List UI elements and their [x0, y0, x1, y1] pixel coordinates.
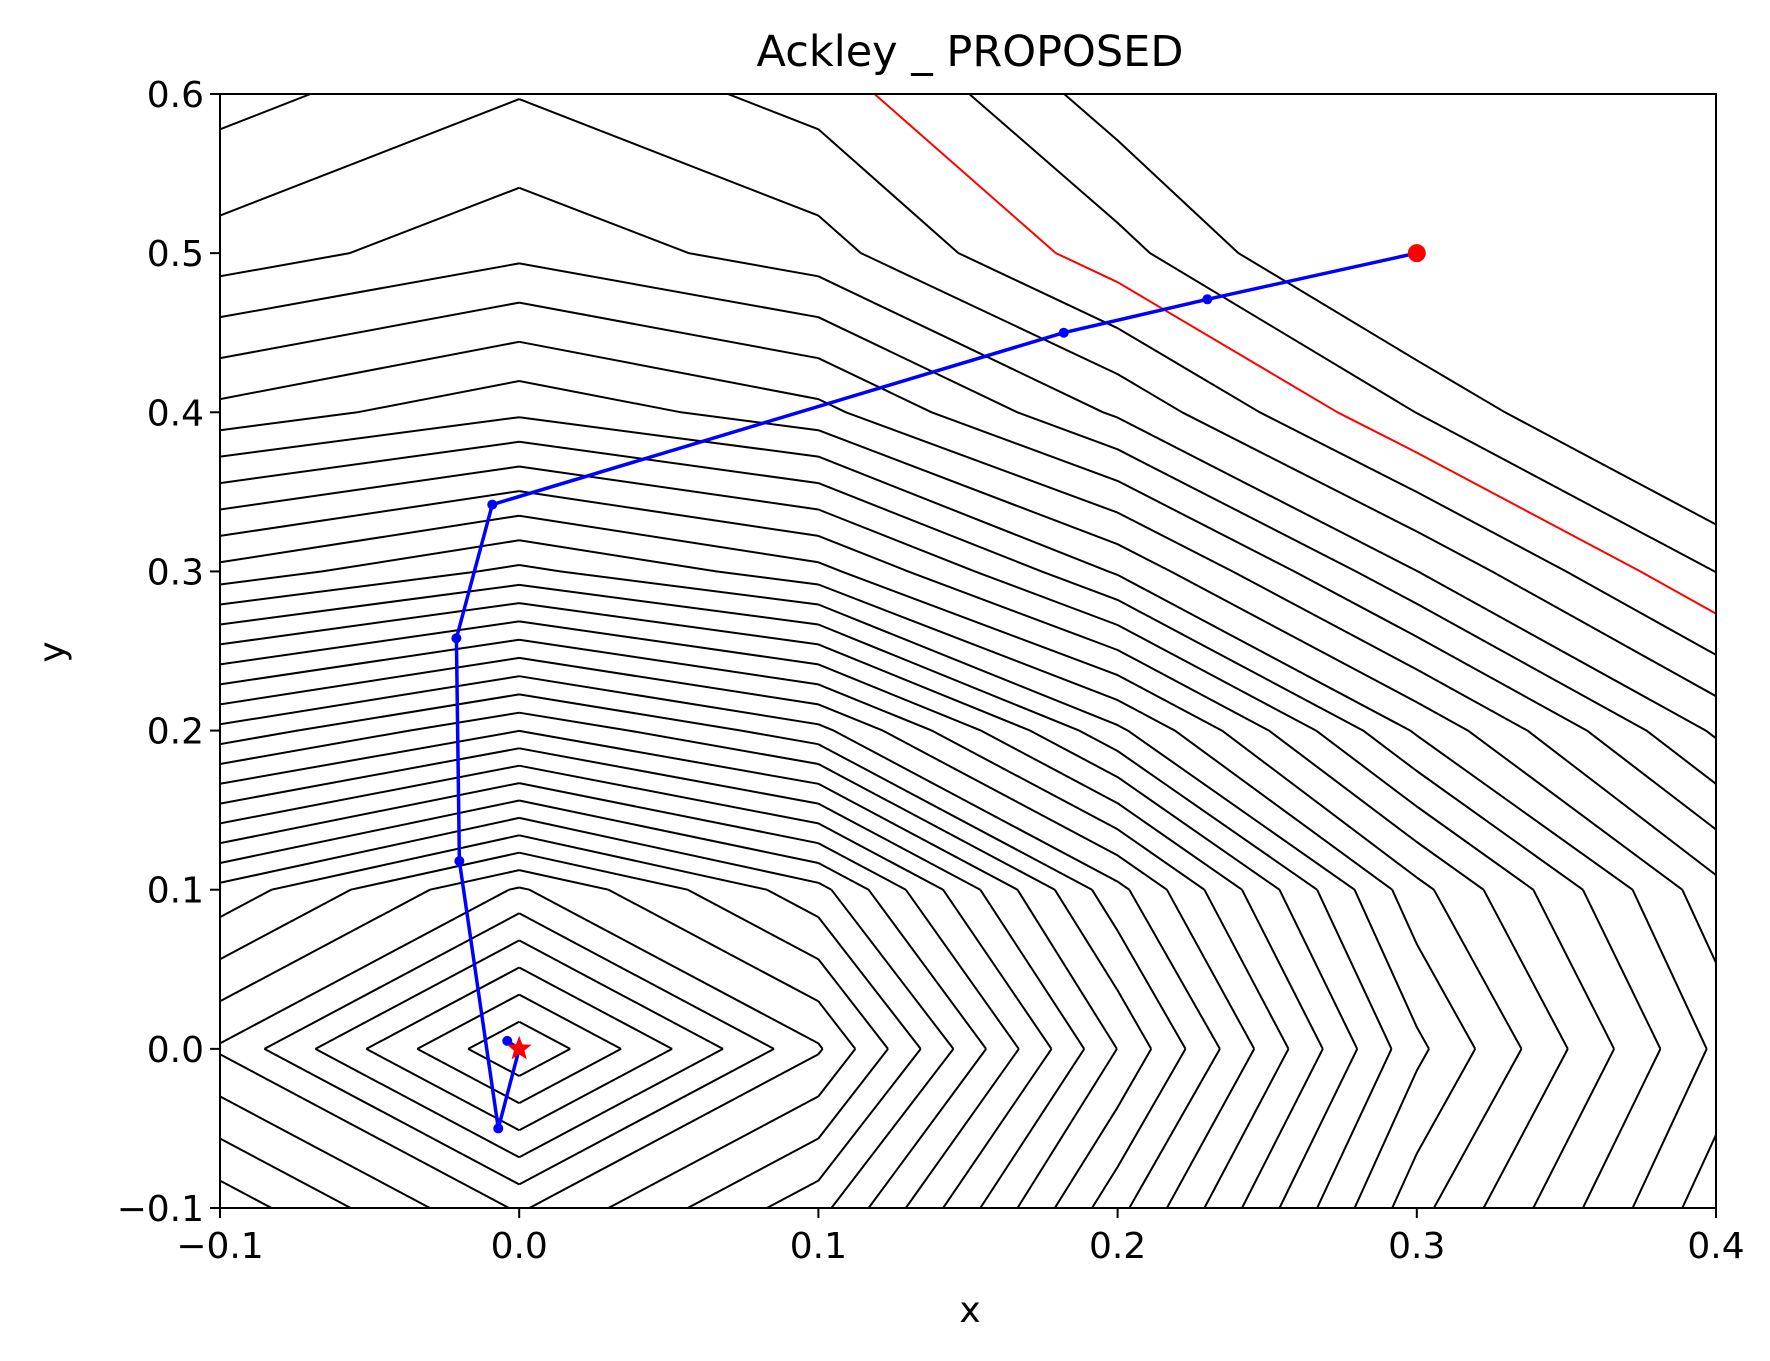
- contour-line: [263, 912, 775, 1186]
- y-tick-label: 0.3: [147, 552, 204, 593]
- optimum-star: [506, 1035, 532, 1060]
- contour-line: [220, 301, 1716, 831]
- contour-line: [220, 799, 987, 1208]
- contour-line: [416, 993, 622, 1104]
- contour-line: [220, 465, 1615, 1208]
- y-axis: −0.1 0.0 0.1 0.2 0.3 0.4 0.5 0.6: [117, 75, 220, 1230]
- y-tick-label: 0.1: [147, 871, 204, 912]
- contour-line: [220, 729, 1118, 1208]
- contour-line: [968, 94, 1716, 574]
- path-point: [451, 633, 462, 644]
- y-tick-label: 0.0: [147, 1030, 204, 1071]
- contour-line: [220, 440, 1662, 1208]
- x-tick-label: 0.2: [1089, 1226, 1146, 1267]
- y-tick-label: −0.1: [117, 1189, 204, 1230]
- contour-line: [220, 869, 857, 1208]
- path-line: [454, 251, 1418, 1131]
- path-point: [487, 499, 498, 510]
- optimizer-path: [451, 244, 1426, 1134]
- contour-line: [220, 851, 889, 1208]
- contour-line: [220, 583, 1393, 1208]
- contour-line: [220, 490, 1569, 1208]
- y-tick-label: 0.4: [147, 393, 204, 434]
- y-tick-label: 0.5: [147, 234, 204, 275]
- contour-line: [220, 620, 1324, 1208]
- plot-frame: [219, 93, 1717, 1209]
- contour-line: [1063, 94, 1716, 526]
- contour-line: [220, 564, 1430, 1208]
- contour-line: [220, 711, 1153, 1208]
- contour-line: [314, 939, 724, 1159]
- contour-line: [220, 514, 1523, 1208]
- contour-line: [220, 656, 1256, 1208]
- highlight-contour: [873, 94, 1716, 615]
- x-tick-label: −0.1: [176, 1226, 263, 1267]
- contour-line: [220, 186, 1716, 740]
- chart-title: Ackley _ PROPOSED: [757, 27, 1184, 77]
- x-tick-label: 0.0: [491, 1226, 548, 1267]
- contour-line: [220, 693, 1187, 1208]
- contour-line: [365, 966, 673, 1132]
- contour-line: [220, 539, 1477, 1208]
- start-point: [1407, 244, 1426, 263]
- x-tick-label: 0.4: [1687, 1226, 1744, 1267]
- contour-lines: [220, 94, 1716, 1208]
- x-tick-label: 0.1: [790, 1226, 847, 1267]
- path-point: [493, 1123, 504, 1134]
- x-axis-label: x: [959, 1290, 980, 1331]
- contour-line: [220, 764, 1053, 1208]
- path-point: [1202, 294, 1213, 305]
- contour-line: [220, 816, 955, 1208]
- x-axis: −0.1 0.0 0.1 0.2 0.3 0.4: [176, 1208, 1745, 1267]
- y-tick-label: 0.6: [147, 75, 204, 116]
- contour-line: [220, 416, 1708, 1208]
- contour-line: [220, 782, 1020, 1208]
- contour-line: [220, 675, 1221, 1208]
- contour-line: [467, 1020, 571, 1077]
- contour-line: [220, 98, 1716, 698]
- y-tick-label: 0.2: [147, 712, 204, 753]
- contour-line: [220, 834, 922, 1208]
- path-point: [1058, 327, 1069, 338]
- contour-line: [220, 380, 1716, 1208]
- path-point: [502, 1035, 513, 1046]
- x-tick-label: 0.3: [1388, 1226, 1445, 1267]
- contour-line: [220, 340, 1716, 876]
- contour-line: [220, 638, 1290, 1208]
- path-point: [454, 856, 465, 867]
- contour-line: [220, 602, 1359, 1208]
- y-axis-label: y: [32, 641, 73, 662]
- contour-line: [220, 886, 824, 1208]
- contour-line: [220, 747, 1086, 1208]
- contour-line: [220, 262, 1716, 785]
- contour-line: [220, 94, 1716, 656]
